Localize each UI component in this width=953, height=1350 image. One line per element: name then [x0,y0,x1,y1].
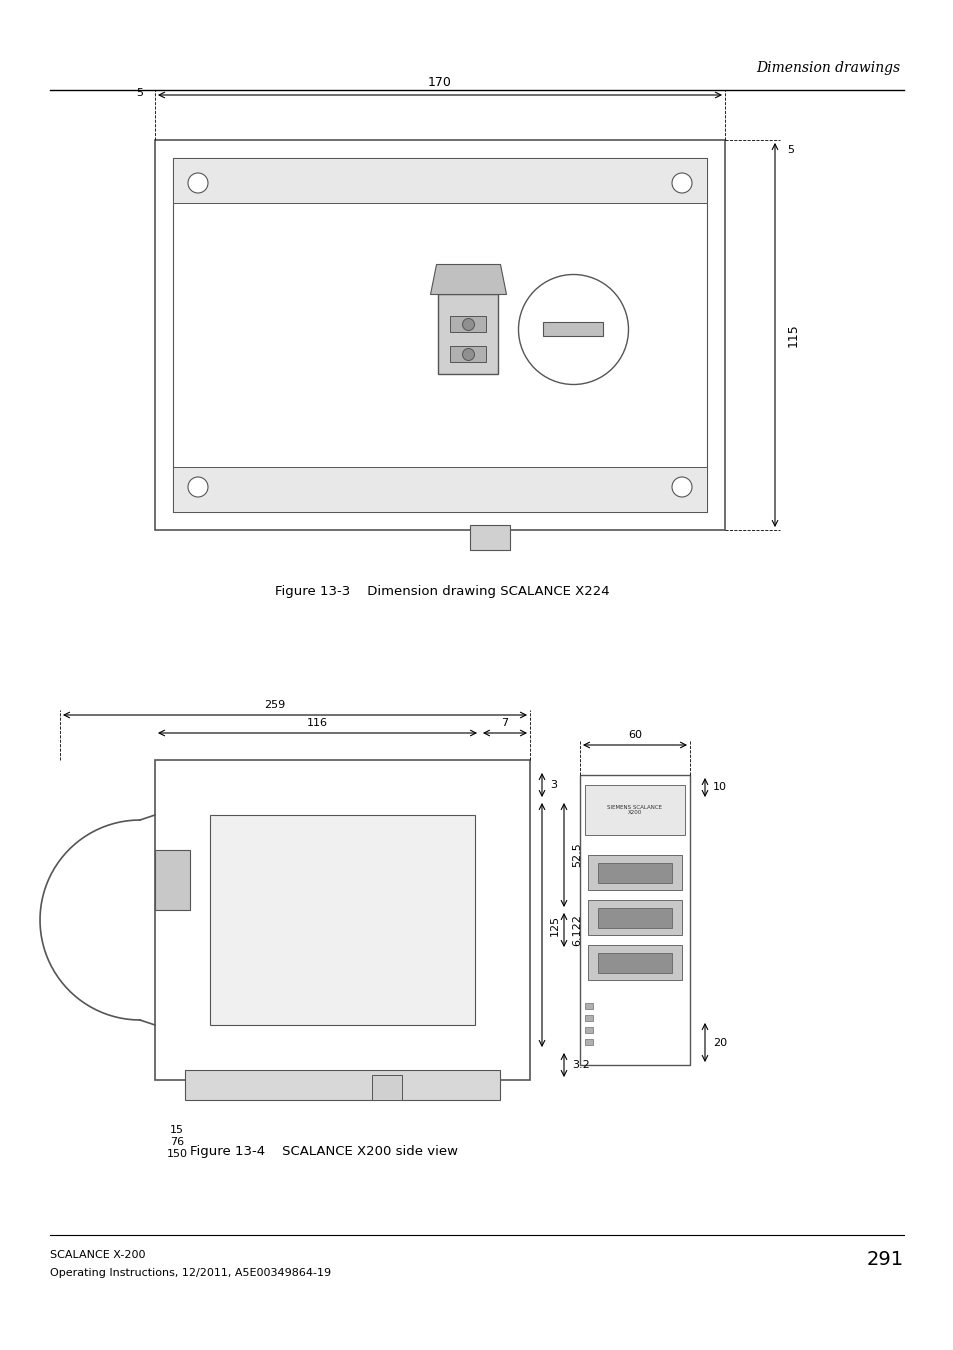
Bar [584,1003,593,1008]
Text: 15: 15 [170,1125,184,1135]
Bar [154,850,190,910]
Text: Figure 13-3    Dimension drawing SCALANCE X224: Figure 13-3 Dimension drawing SCALANCE X… [274,585,609,598]
Text: Dimension drawings: Dimension drawings [755,61,899,76]
Text: 150: 150 [167,1149,188,1160]
Text: 291: 291 [866,1250,903,1269]
Circle shape [188,477,208,497]
Bar [185,1071,499,1100]
Bar [450,347,486,363]
Bar [543,323,603,336]
Bar [450,316,486,332]
Text: 10: 10 [712,783,726,792]
Bar [584,784,684,836]
Bar [579,775,689,1065]
Bar [172,158,706,202]
Text: 76: 76 [170,1137,184,1148]
Text: 6.122: 6.122 [572,914,581,946]
Text: 3.2: 3.2 [572,1060,589,1071]
Bar [587,945,681,980]
Circle shape [462,319,474,331]
Bar [154,140,724,531]
Bar [598,953,671,973]
Bar [470,525,510,549]
Text: SIEMENS SCALANCE
X200: SIEMENS SCALANCE X200 [607,805,661,815]
Text: 170: 170 [428,76,452,89]
Text: 60: 60 [627,730,641,740]
Bar [584,1040,593,1045]
Text: 20: 20 [712,1038,726,1048]
Text: 115: 115 [786,323,800,347]
Text: 5: 5 [786,144,793,155]
Bar [372,1075,401,1100]
Bar [210,815,475,1025]
Bar [598,863,671,883]
Polygon shape [430,265,506,294]
Bar [598,909,671,927]
Bar [172,467,706,512]
Text: 259: 259 [264,701,285,710]
Text: 3: 3 [550,780,557,790]
Text: Figure 13-4    SCALANCE X200 side view: Figure 13-4 SCALANCE X200 side view [190,1145,457,1158]
Bar [584,1027,593,1033]
Text: 7: 7 [501,718,508,728]
Circle shape [518,274,628,385]
Text: Operating Instructions, 12/2011, A5E00349864-19: Operating Instructions, 12/2011, A5E0034… [50,1268,331,1278]
Bar [438,294,498,374]
Bar [587,900,681,936]
Bar [154,760,530,1080]
Circle shape [671,477,691,497]
Text: 125: 125 [550,914,559,936]
Circle shape [671,173,691,193]
Text: 5: 5 [136,88,143,99]
Circle shape [462,348,474,360]
Text: 52.5: 52.5 [572,842,581,867]
Bar [172,158,706,512]
Text: 116: 116 [307,718,328,728]
Text: SCALANCE X-200: SCALANCE X-200 [50,1250,146,1260]
Circle shape [188,173,208,193]
Bar [584,1015,593,1021]
Bar [587,855,681,890]
